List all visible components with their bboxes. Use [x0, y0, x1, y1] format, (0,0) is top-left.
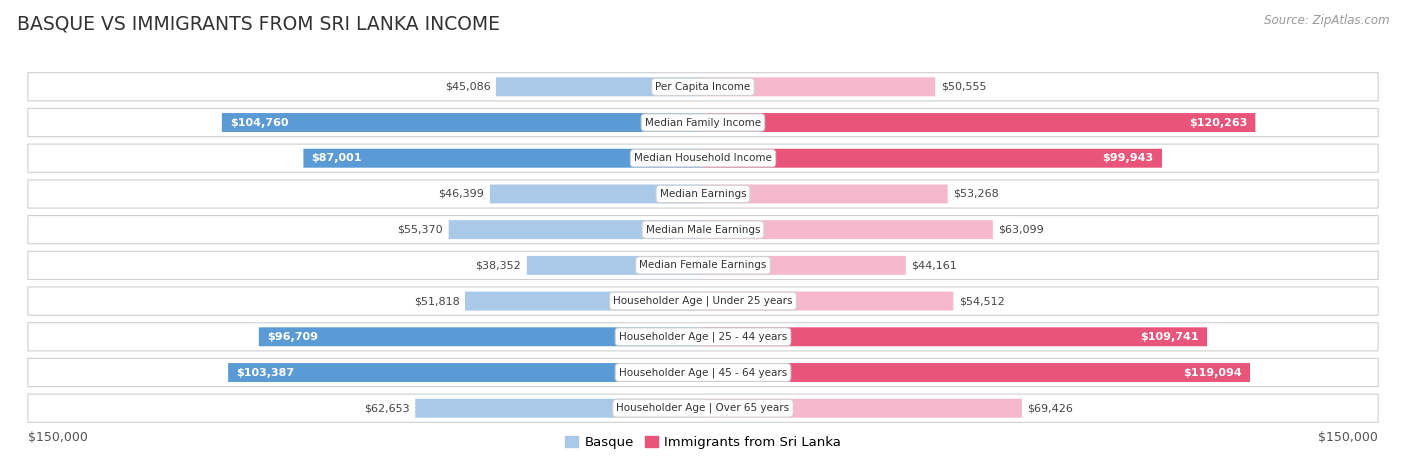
FancyBboxPatch shape [28, 358, 1378, 387]
FancyBboxPatch shape [28, 216, 1378, 244]
Text: Median Earnings: Median Earnings [659, 189, 747, 199]
FancyBboxPatch shape [28, 323, 1378, 351]
FancyBboxPatch shape [527, 256, 703, 275]
FancyBboxPatch shape [703, 399, 1022, 417]
FancyBboxPatch shape [304, 149, 703, 168]
Text: $109,741: $109,741 [1140, 332, 1199, 342]
FancyBboxPatch shape [465, 291, 703, 311]
FancyBboxPatch shape [703, 291, 953, 311]
Text: Source: ZipAtlas.com: Source: ZipAtlas.com [1264, 14, 1389, 27]
Text: $119,094: $119,094 [1182, 368, 1241, 377]
Text: $104,760: $104,760 [231, 118, 288, 127]
Text: $62,653: $62,653 [364, 403, 409, 413]
FancyBboxPatch shape [489, 184, 703, 204]
FancyBboxPatch shape [228, 363, 703, 382]
Text: $63,099: $63,099 [998, 225, 1045, 234]
FancyBboxPatch shape [703, 149, 1161, 168]
Text: Householder Age | 45 - 64 years: Householder Age | 45 - 64 years [619, 367, 787, 378]
Text: $55,370: $55,370 [398, 225, 443, 234]
Legend: Basque, Immigrants from Sri Lanka: Basque, Immigrants from Sri Lanka [560, 431, 846, 454]
Text: $53,268: $53,268 [953, 189, 998, 199]
Text: $96,709: $96,709 [267, 332, 318, 342]
FancyBboxPatch shape [703, 184, 948, 204]
FancyBboxPatch shape [28, 144, 1378, 172]
Text: $51,818: $51,818 [413, 296, 460, 306]
Text: Median Household Income: Median Household Income [634, 153, 772, 163]
FancyBboxPatch shape [222, 113, 703, 132]
FancyBboxPatch shape [28, 287, 1378, 315]
FancyBboxPatch shape [28, 108, 1378, 137]
FancyBboxPatch shape [703, 256, 905, 275]
FancyBboxPatch shape [28, 394, 1378, 422]
Text: Median Female Earnings: Median Female Earnings [640, 261, 766, 270]
Text: BASQUE VS IMMIGRANTS FROM SRI LANKA INCOME: BASQUE VS IMMIGRANTS FROM SRI LANKA INCO… [17, 14, 501, 33]
FancyBboxPatch shape [703, 78, 935, 96]
FancyBboxPatch shape [496, 78, 703, 96]
Text: Householder Age | Under 25 years: Householder Age | Under 25 years [613, 296, 793, 306]
FancyBboxPatch shape [703, 327, 1206, 346]
Text: Median Male Earnings: Median Male Earnings [645, 225, 761, 234]
FancyBboxPatch shape [703, 363, 1250, 382]
FancyBboxPatch shape [28, 180, 1378, 208]
Text: $69,426: $69,426 [1028, 403, 1073, 413]
FancyBboxPatch shape [28, 251, 1378, 279]
Text: $38,352: $38,352 [475, 261, 522, 270]
FancyBboxPatch shape [415, 399, 703, 417]
FancyBboxPatch shape [703, 113, 1256, 132]
Text: $150,000: $150,000 [28, 432, 87, 445]
Text: $46,399: $46,399 [439, 189, 485, 199]
Text: $103,387: $103,387 [236, 368, 294, 377]
Text: $50,555: $50,555 [941, 82, 986, 92]
Text: $99,943: $99,943 [1102, 153, 1154, 163]
Text: $44,161: $44,161 [911, 261, 957, 270]
Text: Householder Age | Over 65 years: Householder Age | Over 65 years [616, 403, 790, 413]
Text: Median Family Income: Median Family Income [645, 118, 761, 127]
Text: Householder Age | 25 - 44 years: Householder Age | 25 - 44 years [619, 332, 787, 342]
FancyBboxPatch shape [28, 73, 1378, 101]
Text: $120,263: $120,263 [1188, 118, 1247, 127]
Text: $87,001: $87,001 [312, 153, 363, 163]
Text: $54,512: $54,512 [959, 296, 1005, 306]
FancyBboxPatch shape [703, 220, 993, 239]
FancyBboxPatch shape [259, 327, 703, 346]
Text: $45,086: $45,086 [444, 82, 491, 92]
Text: $150,000: $150,000 [1319, 432, 1378, 445]
FancyBboxPatch shape [449, 220, 703, 239]
Text: Per Capita Income: Per Capita Income [655, 82, 751, 92]
